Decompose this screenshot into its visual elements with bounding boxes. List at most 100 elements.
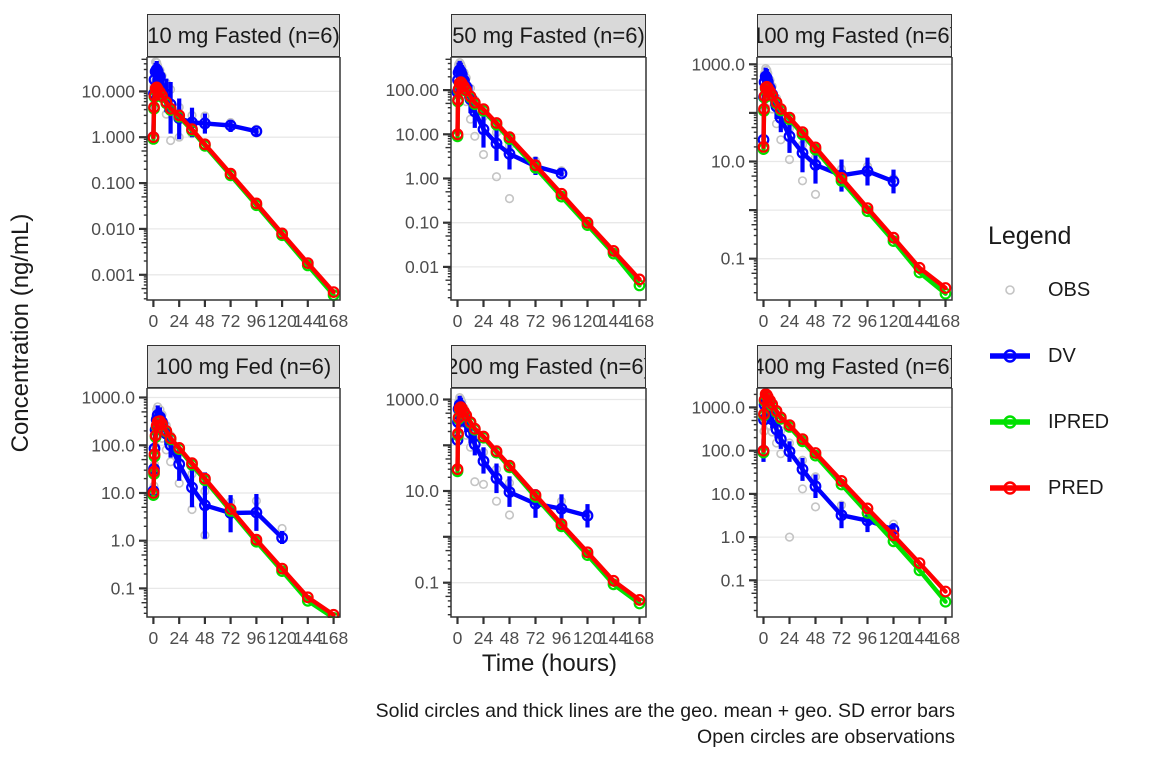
facet-strip-10mg-fasted: 10 mg Fasted (n=6) [147,14,340,57]
facet-strip-100mg-fed: 100 mg Fed (n=6) [147,345,340,388]
svg-text:0.1: 0.1 [111,578,135,598]
svg-text:120: 120 [573,628,602,648]
caption-line-1: Solid circles and thick lines are the ge… [375,700,955,722]
svg-text:24: 24 [474,311,494,331]
svg-text:24: 24 [474,628,494,648]
svg-text:1.0: 1.0 [721,527,746,547]
svg-text:10.0: 10.0 [711,484,745,504]
svg-text:48: 48 [806,628,825,648]
svg-text:144: 144 [293,628,322,648]
legend-label: OBS [1048,278,1091,301]
pred-line-circle-icon [990,481,1030,495]
svg-text:1000.0: 1000.0 [385,390,439,410]
svg-text:0.100: 0.100 [91,173,135,193]
svg-text:120: 120 [879,628,908,648]
legend-title: Legend [988,222,1072,250]
svg-text:72: 72 [221,311,240,331]
svg-text:24: 24 [780,311,800,331]
svg-text:0.1: 0.1 [721,570,745,590]
svg-text:168: 168 [319,311,348,331]
obs-open-circle-icon [1005,285,1015,295]
svg-text:144: 144 [599,311,628,331]
svg-text:120: 120 [267,628,296,648]
facet-strip-400mg-fasted: 400 mg Fasted (n=6) [757,345,952,388]
svg-text:168: 168 [931,311,960,331]
svg-text:96: 96 [552,311,571,331]
svg-text:120: 120 [879,311,908,331]
svg-text:96: 96 [247,311,266,331]
svg-text:48: 48 [500,628,519,648]
svg-text:100.0: 100.0 [701,441,745,461]
y-axis-title: Concentration (ng/mL) [7,213,34,453]
svg-text:10.0: 10.0 [101,483,135,503]
svg-text:96: 96 [552,628,571,648]
legend-label: DV [1048,344,1076,367]
svg-text:1.00: 1.00 [405,169,439,189]
dv-line-circle-icon [990,349,1030,363]
caption: Solid circles and thick lines are the ge… [200,698,955,750]
facet-plot-50mg-fasted: 100.00 10.00 1.00 0.10 0.01 0 24 48 72 96 12014416… [385,57,654,331]
svg-text:168: 168 [319,628,348,648]
svg-text:48: 48 [806,311,825,331]
svg-text:96: 96 [858,311,877,331]
svg-text:10.0: 10.0 [405,481,439,501]
svg-text:100.0: 100.0 [91,435,135,455]
svg-text:72: 72 [832,628,851,648]
legend-item-obs: OBS [988,271,1152,309]
svg-text:1.000: 1.000 [91,127,135,147]
legend-item-ipred: IPRED [988,403,1152,441]
svg-text:48: 48 [195,628,214,648]
svg-text:0: 0 [759,311,769,331]
svg-text:48: 48 [195,311,214,331]
svg-text:24: 24 [169,311,189,331]
svg-text:144: 144 [905,311,934,331]
svg-text:100.00: 100.00 [385,80,439,100]
svg-text:120: 120 [267,311,296,331]
svg-text:144: 144 [599,628,628,648]
facet-strip-50mg-fasted: 50 mg Fasted (n=6) [451,14,646,57]
svg-text:10.000: 10.000 [81,81,135,101]
facet-strip-200mg-fasted: 200 mg Fasted (n=6) [451,345,646,388]
svg-text:72: 72 [526,628,545,648]
svg-text:24: 24 [780,628,800,648]
facet-strip-100mg-fasted: 100 mg Fasted (n=6) [757,14,952,57]
svg-text:72: 72 [832,311,851,331]
legend-item-dv: DV [988,337,1152,375]
caption-line-2: Open circles are observations [697,726,955,748]
svg-text:0.01: 0.01 [405,257,439,277]
svg-text:0: 0 [453,311,463,331]
svg-text:120: 120 [573,311,602,331]
legend: Legend OBS DV IPRED PRED [988,222,1152,535]
svg-text:0.1: 0.1 [721,249,745,269]
x-axis-title: Time (hours) [481,650,618,677]
svg-text:0.1: 0.1 [415,573,439,593]
svg-text:10.00: 10.00 [395,124,439,144]
svg-text:168: 168 [625,628,654,648]
svg-text:1000.0: 1000.0 [691,57,745,74]
svg-text:72: 72 [221,628,240,648]
svg-text:168: 168 [625,311,654,331]
svg-text:0: 0 [453,628,463,648]
svg-text:24: 24 [169,628,189,648]
svg-text:144: 144 [293,311,322,331]
svg-text:0: 0 [149,628,159,648]
svg-text:0.001: 0.001 [91,265,135,285]
svg-text:72: 72 [526,311,545,331]
legend-label: IPRED [1048,410,1110,433]
facet-plot-10mg-fasted: 10.000 1.000 0.100 0.010 0.001 0 24 48 72 96 12014… [81,57,348,331]
svg-text:0.010: 0.010 [91,219,135,239]
svg-text:1000.0: 1000.0 [691,397,745,417]
svg-text:168: 168 [931,628,960,648]
svg-text:0: 0 [759,628,769,648]
svg-text:0.10: 0.10 [405,213,439,233]
svg-text:1.0: 1.0 [111,531,136,551]
legend-label: PRED [1048,476,1104,499]
svg-text:96: 96 [858,628,877,648]
svg-text:144: 144 [905,628,934,648]
svg-text:96: 96 [247,628,266,648]
legend-item-pred: PRED [988,469,1152,507]
